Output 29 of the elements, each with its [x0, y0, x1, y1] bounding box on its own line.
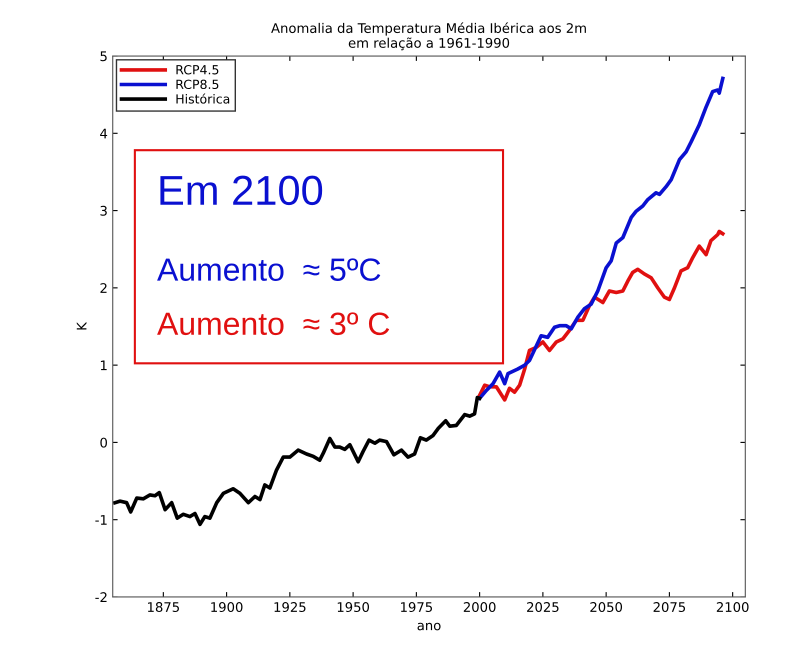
- y-tick-label: 0: [100, 438, 107, 448]
- line-series: [478, 76, 725, 400]
- annotation: Em 2100: [160, 176, 322, 206]
- x-tick-label: 1925: [274, 602, 306, 612]
- x-tick-label: 1875: [148, 602, 179, 612]
- y-tick-label: 5: [100, 51, 107, 62]
- x-tick-label: 2075: [654, 602, 686, 612]
- x-tick-label: 1975: [401, 602, 432, 612]
- y-tick-label: 2: [100, 283, 107, 293]
- y-tick-label: -1: [95, 515, 107, 525]
- legend-label: RCP8.5: [176, 80, 218, 90]
- annotation: Aumento ≈ 5ºC: [157, 258, 380, 281]
- y-axis-title: K: [76, 322, 86, 330]
- line-series: [113, 396, 482, 526]
- legend-label: Histórica: [176, 93, 230, 104]
- x-axis-title: ano: [418, 622, 441, 630]
- x-tick-label: 1950: [338, 602, 370, 612]
- x-tick-label: 2000: [464, 602, 496, 612]
- y-tick-label: -2: [95, 592, 107, 602]
- y-tick-label: 3: [100, 206, 107, 216]
- x-tick-label: 1900: [211, 602, 243, 612]
- y-tick-label: 1: [100, 360, 107, 370]
- y-tick-label: 4: [100, 128, 108, 138]
- x-tick-label: 2025: [527, 602, 559, 612]
- legend-label: RCP4.5: [176, 65, 218, 74]
- x-tick-label: 2100: [716, 602, 749, 612]
- annotation: Aumento ≈ 3º C: [157, 312, 390, 336]
- x-tick-label: 2050: [590, 602, 622, 612]
- chart-title: Anomalia da Temperatura Média Ibérica aos 2m em relação a 1961-1990: [271, 22, 586, 50]
